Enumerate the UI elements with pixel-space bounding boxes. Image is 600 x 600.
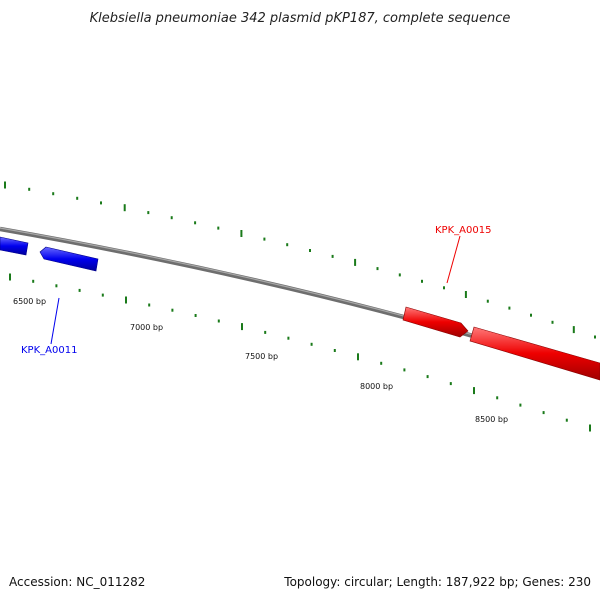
inner-tick: [78, 288, 81, 292]
inner-tick: [241, 323, 243, 331]
map-title: Klebsiella pneumoniae 342 plasmid pKP187…: [90, 11, 511, 26]
inner-tick: [171, 308, 174, 312]
outer-tick: [354, 258, 357, 266]
outer-tick: [100, 201, 102, 205]
inner-tick: [426, 375, 429, 379]
outer-tick: [508, 306, 511, 310]
outer-tick: [331, 254, 334, 258]
outer-tick: [286, 243, 289, 247]
outer-tick: [551, 320, 554, 324]
inner-tick: [194, 314, 197, 317]
inner-tick: [264, 330, 267, 334]
outer-tick: [28, 187, 31, 191]
inner-tick: [333, 349, 336, 352]
outer-tick: [572, 326, 575, 334]
gene-arrow-kpk-a0015[interactable]: [402, 306, 469, 338]
position-label-8500: 8500 bp: [475, 415, 508, 424]
outer-tick: [376, 267, 379, 271]
inner-tick: [519, 403, 522, 407]
outer-tick-track: [4, 181, 596, 339]
plus-strand-genes: [402, 306, 600, 381]
gene-callout-line-kpk-a0015: [446, 235, 461, 284]
outer-tick: [443, 286, 445, 290]
gene-callout-line-kpk-a0011: [50, 297, 60, 345]
inner-tick: [148, 303, 151, 307]
outer-tick: [464, 291, 467, 298]
outer-tick: [76, 196, 79, 200]
outer-tick: [486, 299, 489, 303]
inner-tick: [32, 279, 35, 283]
outer-tick: [263, 237, 266, 241]
gene-arrow-kpk-a0016[interactable]: [469, 326, 600, 381]
inner-tick: [589, 424, 591, 432]
inner-tick: [287, 336, 290, 340]
outer-tick: [398, 273, 401, 277]
outer-tick: [240, 230, 243, 237]
inner-tick: [9, 273, 11, 281]
gene-label-kpk-a0011[interactable]: KPK_A0011: [21, 345, 77, 356]
outer-tick: [530, 313, 532, 317]
inner-tick: [217, 319, 220, 323]
inner-tick: [473, 387, 475, 395]
inner-tick: [542, 411, 545, 415]
outer-tick: [421, 279, 423, 283]
inner-tick: [55, 284, 58, 288]
outer-tick: [170, 216, 173, 220]
minus-strand-genes: [0, 236, 99, 272]
inner-tick: [310, 342, 313, 346]
outer-tick: [52, 192, 55, 196]
inner-tick: [101, 293, 104, 297]
inner-tick: [380, 361, 383, 365]
inner-tick: [357, 353, 359, 361]
inner-tick: [496, 396, 499, 400]
inner-tick-track: [9, 273, 591, 432]
outer-tick: [309, 249, 311, 252]
outer-tick: [147, 211, 150, 215]
position-label-6500: 6500 bp: [13, 297, 46, 306]
inner-tick: [125, 296, 127, 304]
inner-tick: [565, 418, 568, 422]
outer-tick: [123, 204, 126, 212]
outer-tick: [4, 181, 6, 189]
summary-text: Topology: circular; Length: 187,922 bp; …: [283, 575, 591, 589]
outer-tick: [594, 335, 596, 339]
outer-tick: [194, 221, 197, 225]
accession-text: Accession: NC_011282: [9, 575, 145, 589]
gene-arrow-kpk-a0010[interactable]: [0, 236, 29, 256]
position-label-7500: 7500 bp: [245, 352, 278, 361]
gene-label-kpk-a0015[interactable]: KPK_A0015: [435, 225, 491, 236]
position-label-8000: 8000 bp: [360, 382, 393, 391]
inner-tick: [449, 382, 452, 386]
inner-tick: [403, 368, 406, 372]
gene-arrow-kpk-a0011[interactable]: [39, 246, 99, 272]
position-label-7000: 7000 bp: [130, 323, 163, 332]
outer-tick: [217, 226, 220, 230]
